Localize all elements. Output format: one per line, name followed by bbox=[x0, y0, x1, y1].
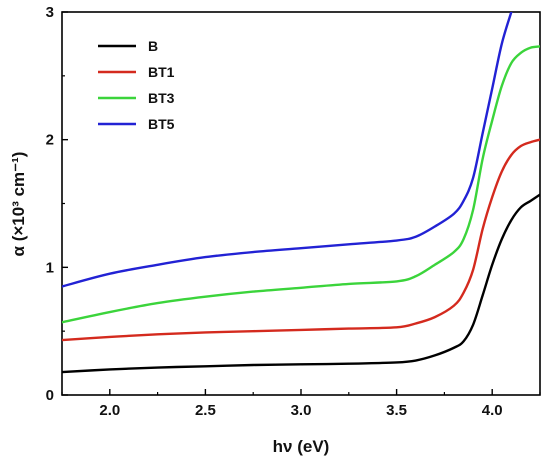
y-tick-label: 0 bbox=[46, 387, 54, 404]
x-tick-label: 4.0 bbox=[482, 402, 503, 419]
legend-item-bt1: BT1 bbox=[98, 64, 175, 80]
legend-label: B bbox=[148, 38, 158, 54]
y-tick-label: 3 bbox=[46, 4, 54, 21]
legend-item-bt3: BT3 bbox=[98, 90, 175, 106]
legend-item-b: B bbox=[98, 38, 158, 54]
x-tick-label: 3.5 bbox=[386, 402, 407, 419]
x-axis: 2.0 2.5 3.0 3.5 4.0 bbox=[61, 389, 541, 419]
plot-frame bbox=[61, 11, 541, 396]
y-axis: 0 1 2 3 bbox=[46, 4, 68, 404]
x-tick-label: 2.5 bbox=[195, 402, 216, 419]
series-line-bt5 bbox=[62, 12, 513, 288]
legend-item-bt5: BT5 bbox=[98, 116, 175, 132]
y-tick-label: 1 bbox=[46, 259, 54, 276]
y-tick-label: 2 bbox=[46, 132, 54, 149]
series-line-b bbox=[62, 193, 540, 374]
x-tick-label: 2.0 bbox=[99, 402, 120, 419]
legend: B BT1 BT3 BT5 bbox=[98, 38, 175, 132]
series-line-bt3 bbox=[62, 45, 540, 324]
series-line-bt1 bbox=[62, 138, 540, 342]
series-layer bbox=[62, 12, 540, 374]
legend-label: BT3 bbox=[148, 90, 175, 106]
legend-label: BT1 bbox=[148, 64, 175, 80]
x-tick-label: 3.0 bbox=[291, 402, 312, 419]
legend-label: BT5 bbox=[148, 116, 175, 132]
y-axis-label: α (×10³ cm⁻¹) bbox=[9, 152, 28, 257]
x-axis-label: hν (eV) bbox=[273, 437, 330, 456]
